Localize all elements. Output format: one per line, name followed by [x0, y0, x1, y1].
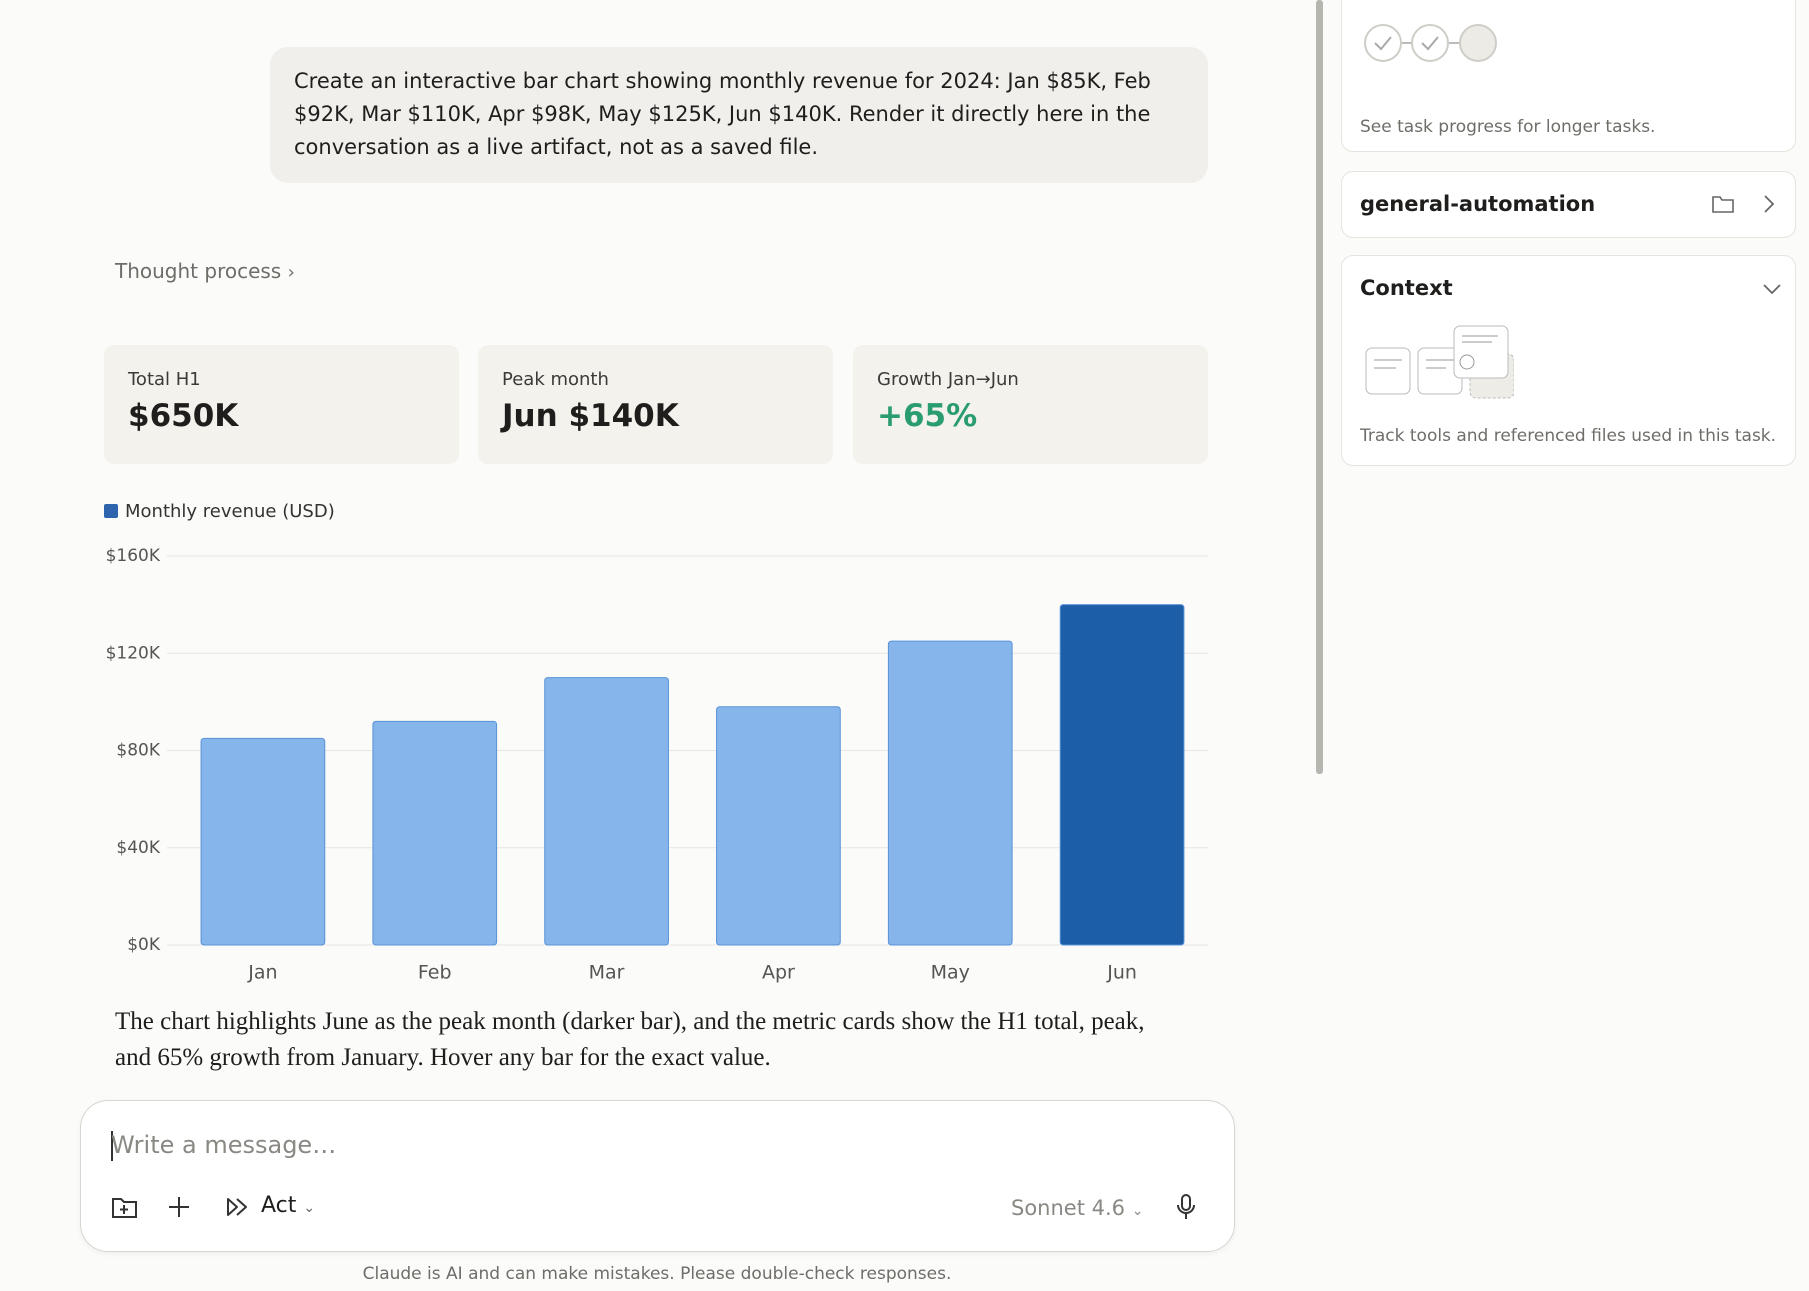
x-tick-label: Apr: [762, 962, 795, 984]
bar[interactable]: [1059, 604, 1185, 946]
disclaimer: Claude is AI and can make mistakes. Plea…: [362, 1264, 952, 1284]
bar[interactable]: [372, 720, 498, 946]
y-tick-label: $80K: [116, 741, 160, 761]
x-tick-label: Jan: [247, 962, 277, 984]
project-card[interactable]: general-automation: [1341, 171, 1796, 238]
x-tick-label: Mar: [589, 962, 625, 984]
bar[interactable]: [887, 640, 1013, 946]
mic-icon[interactable]: [1175, 1193, 1197, 1221]
add-folder-icon[interactable]: [111, 1194, 139, 1220]
progress-card: See task progress for longer tasks.: [1341, 0, 1796, 152]
act-icon: [227, 1198, 247, 1216]
folder-icon: [1712, 196, 1734, 213]
mode-label: Act: [261, 1193, 297, 1218]
metric-value: $650K: [128, 398, 239, 434]
legend-label: Monthly revenue (USD): [125, 501, 335, 522]
legend-swatch: [104, 504, 118, 518]
composer[interactable]: Write a message… Act ⌄ Sonnet 4.6 ⌄: [80, 1100, 1235, 1252]
chart: $0K $40K $80K $120K $160K Monthly revenue (US…: [104, 501, 1208, 984]
metric-card: Peak month Jun $140K: [478, 345, 833, 464]
x-tick-label: May: [931, 962, 970, 984]
context-illustration: [1365, 325, 1514, 399]
y-tick-label: $0K: [127, 935, 161, 955]
metric-label: Total H1: [128, 369, 201, 390]
model-label: Sonnet 4.6: [1011, 1196, 1126, 1220]
thought-process-toggle[interactable]: Thought process ›: [115, 259, 295, 283]
context-caption: Track tools and referenced files used in…: [1360, 426, 1777, 446]
y-tick-label: $160K: [106, 546, 161, 566]
caret: [111, 1131, 113, 1161]
model-selector[interactable]: Sonnet 4.6 ⌄: [1011, 1196, 1144, 1220]
metric-label: Peak month: [502, 369, 609, 390]
placeholder[interactable]: Write a message…: [111, 1131, 337, 1159]
bar[interactable]: [544, 677, 669, 946]
context-title: Context: [1360, 276, 1453, 300]
bar[interactable]: [716, 706, 841, 946]
progress-caption: See task progress for longer tasks.: [1360, 117, 1656, 137]
x-tick-label: Jun: [1106, 962, 1137, 984]
thought-process-label: Thought process: [115, 259, 282, 283]
bar[interactable]: [200, 737, 326, 946]
metric-value: +65%: [877, 398, 978, 434]
metric-card: Total H1 $650K: [104, 345, 459, 464]
x-tick-label: Feb: [418, 962, 452, 984]
metric-card: Growth Jan→Jun +65%: [853, 345, 1208, 464]
y-tick-label: $40K: [116, 838, 160, 858]
user-message: Create an interactive bar chart showing …: [270, 47, 1208, 183]
assistant-response: The chart highlights June as the peak mo…: [115, 1008, 1145, 1071]
chevron-right: [1764, 195, 1775, 213]
progress-steps: [1364, 24, 1497, 62]
y-tick-label: $120K: [106, 643, 161, 663]
scrollbar[interactable]: [1316, 0, 1323, 774]
metric-value: Jun $140K: [502, 398, 679, 434]
plus-icon[interactable]: [167, 1195, 191, 1219]
chevron-down[interactable]: [1762, 282, 1782, 296]
project-name: general-automation: [1360, 192, 1596, 216]
mode-button[interactable]: Act ⌄: [261, 1193, 316, 1218]
context-card: Context Track tools and referenced files…: [1341, 255, 1796, 466]
metric-label: Growth Jan→Jun: [877, 369, 1019, 390]
